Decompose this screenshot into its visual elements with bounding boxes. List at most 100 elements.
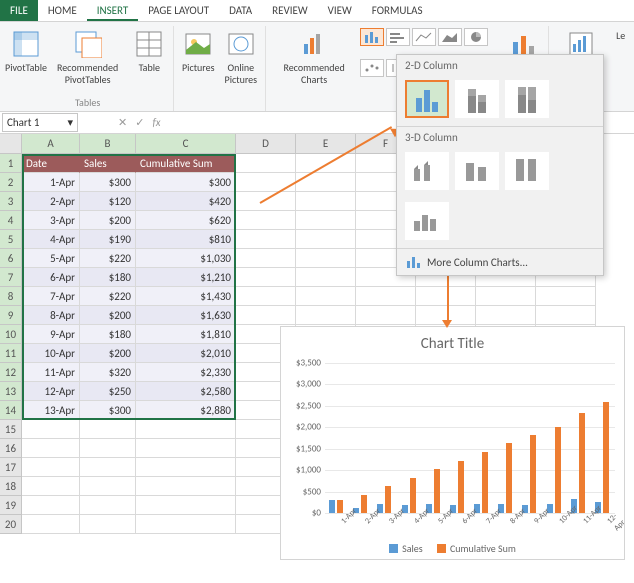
- row-16[interactable]: 16: [0, 439, 22, 458]
- fx-icon[interactable]: fx: [152, 116, 160, 129]
- more-column-charts[interactable]: More Column Charts...: [397, 249, 603, 275]
- cell-empty[interactable]: [236, 306, 296, 325]
- cell-empty[interactable]: [236, 268, 296, 287]
- chart-title[interactable]: Chart Title: [281, 327, 624, 357]
- enter-icon[interactable]: ✓: [135, 116, 144, 129]
- 3d-stacked-option[interactable]: [455, 152, 499, 190]
- row-9[interactable]: 9: [0, 306, 22, 325]
- cell-sales[interactable]: $200: [80, 211, 136, 230]
- cell-empty[interactable]: [136, 477, 236, 496]
- tab-file[interactable]: FILE: [0, 0, 38, 21]
- table-button[interactable]: Table: [129, 26, 169, 88]
- cell-empty[interactable]: [80, 420, 136, 439]
- pivottable-button[interactable]: PivotTable: [6, 26, 46, 88]
- row-4[interactable]: 4: [0, 211, 22, 230]
- cell-empty[interactable]: [136, 439, 236, 458]
- row-8[interactable]: 8: [0, 287, 22, 306]
- cell-empty[interactable]: [22, 420, 80, 439]
- bar-chart-button[interactable]: [386, 28, 410, 46]
- cell-sales[interactable]: $200: [80, 344, 136, 363]
- row-18[interactable]: 18: [0, 477, 22, 496]
- cell-empty[interactable]: [136, 458, 236, 477]
- 3d-100-stacked-option[interactable]: [505, 152, 549, 190]
- stacked-column-option[interactable]: [455, 80, 499, 118]
- cell-date[interactable]: 12-Apr: [22, 382, 80, 401]
- tab-insert[interactable]: INSERT: [87, 0, 139, 21]
- cell-empty[interactable]: [236, 230, 296, 249]
- cell-empty[interactable]: [22, 439, 80, 458]
- row-14[interactable]: 14: [0, 401, 22, 420]
- cell-empty[interactable]: [356, 306, 416, 325]
- cell-date[interactable]: 9-Apr: [22, 325, 80, 344]
- cell-sales[interactable]: $250: [80, 382, 136, 401]
- cell-empty[interactable]: [22, 477, 80, 496]
- cell-date[interactable]: 5-Apr: [22, 249, 80, 268]
- cell-empty[interactable]: [536, 306, 596, 325]
- cell-empty[interactable]: [136, 496, 236, 515]
- stacked-100-column-option[interactable]: [505, 80, 549, 118]
- area-chart-button[interactable]: [438, 28, 462, 46]
- cell-cum[interactable]: $2,010: [136, 344, 236, 363]
- cell-sales[interactable]: $120: [80, 192, 136, 211]
- cell-sales[interactable]: $300: [80, 401, 136, 420]
- cell-empty[interactable]: [476, 306, 536, 325]
- cell-date[interactable]: 13-Apr: [22, 401, 80, 420]
- cell-empty[interactable]: [80, 458, 136, 477]
- clustered-column-option[interactable]: [405, 80, 449, 118]
- cell-cum[interactable]: $2,580: [136, 382, 236, 401]
- cell-date[interactable]: 2-Apr: [22, 192, 80, 211]
- tab-formulas[interactable]: FORMULAS: [362, 0, 433, 21]
- tab-data[interactable]: DATA: [219, 0, 262, 21]
- cell-sales[interactable]: $180: [80, 268, 136, 287]
- tab-review[interactable]: REVIEW: [262, 0, 318, 21]
- cell-sales[interactable]: $220: [80, 287, 136, 306]
- row-3[interactable]: 3: [0, 192, 22, 211]
- cell-empty[interactable]: [296, 230, 356, 249]
- cell-cum[interactable]: $1,210: [136, 268, 236, 287]
- cell-empty[interactable]: [296, 287, 356, 306]
- tab-home[interactable]: HOME: [38, 0, 87, 21]
- cell-empty[interactable]: [236, 287, 296, 306]
- cell-cum[interactable]: $810: [136, 230, 236, 249]
- cell-empty[interactable]: [296, 249, 356, 268]
- column-chart-button[interactable]: [360, 28, 384, 46]
- cell-empty[interactable]: [236, 249, 296, 268]
- col-B[interactable]: B: [80, 134, 136, 154]
- cell-cum[interactable]: $620: [136, 211, 236, 230]
- recommended-pivottables-button[interactable]: Recommended PivotTables: [48, 26, 127, 88]
- cell-date[interactable]: 10-Apr: [22, 344, 80, 363]
- cell-cum[interactable]: $1,030: [136, 249, 236, 268]
- cell-cum[interactable]: $300: [136, 173, 236, 192]
- cell-date[interactable]: 1-Apr: [22, 173, 80, 192]
- cell-date[interactable]: 4-Apr: [22, 230, 80, 249]
- cell-empty[interactable]: [236, 192, 296, 211]
- cell-empty[interactable]: [296, 211, 356, 230]
- cell-empty[interactable]: [236, 154, 296, 173]
- col-C[interactable]: C: [136, 134, 236, 154]
- row-13[interactable]: 13: [0, 382, 22, 401]
- tab-view[interactable]: VIEW: [318, 0, 362, 21]
- cell-date[interactable]: 6-Apr: [22, 268, 80, 287]
- 3d-clustered-option[interactable]: [405, 152, 449, 190]
- cell-empty[interactable]: [136, 515, 236, 534]
- cell-cum[interactable]: $1,430: [136, 287, 236, 306]
- cell-cum[interactable]: $1,630: [136, 306, 236, 325]
- row-17[interactable]: 17: [0, 458, 22, 477]
- cell-empty[interactable]: [22, 496, 80, 515]
- truncated-button[interactable]: Le: [611, 26, 631, 100]
- col-A[interactable]: A: [22, 134, 80, 154]
- cell-empty[interactable]: [296, 192, 356, 211]
- row-19[interactable]: 19: [0, 496, 22, 515]
- embedded-chart[interactable]: Chart Title$0$500$1,000$1,500$2,000$2,50…: [280, 326, 625, 560]
- row-1[interactable]: 1: [0, 154, 22, 173]
- scatter-chart-button[interactable]: [360, 59, 384, 77]
- select-all-corner[interactable]: [0, 134, 22, 154]
- header-cell[interactable]: Sales: [80, 154, 136, 173]
- cell-empty[interactable]: [476, 287, 536, 306]
- row-7[interactable]: 7: [0, 268, 22, 287]
- cell-empty[interactable]: [416, 287, 476, 306]
- row-11[interactable]: 11: [0, 344, 22, 363]
- cell-empty[interactable]: [296, 268, 356, 287]
- cell-cum[interactable]: $1,810: [136, 325, 236, 344]
- cell-cum[interactable]: $420: [136, 192, 236, 211]
